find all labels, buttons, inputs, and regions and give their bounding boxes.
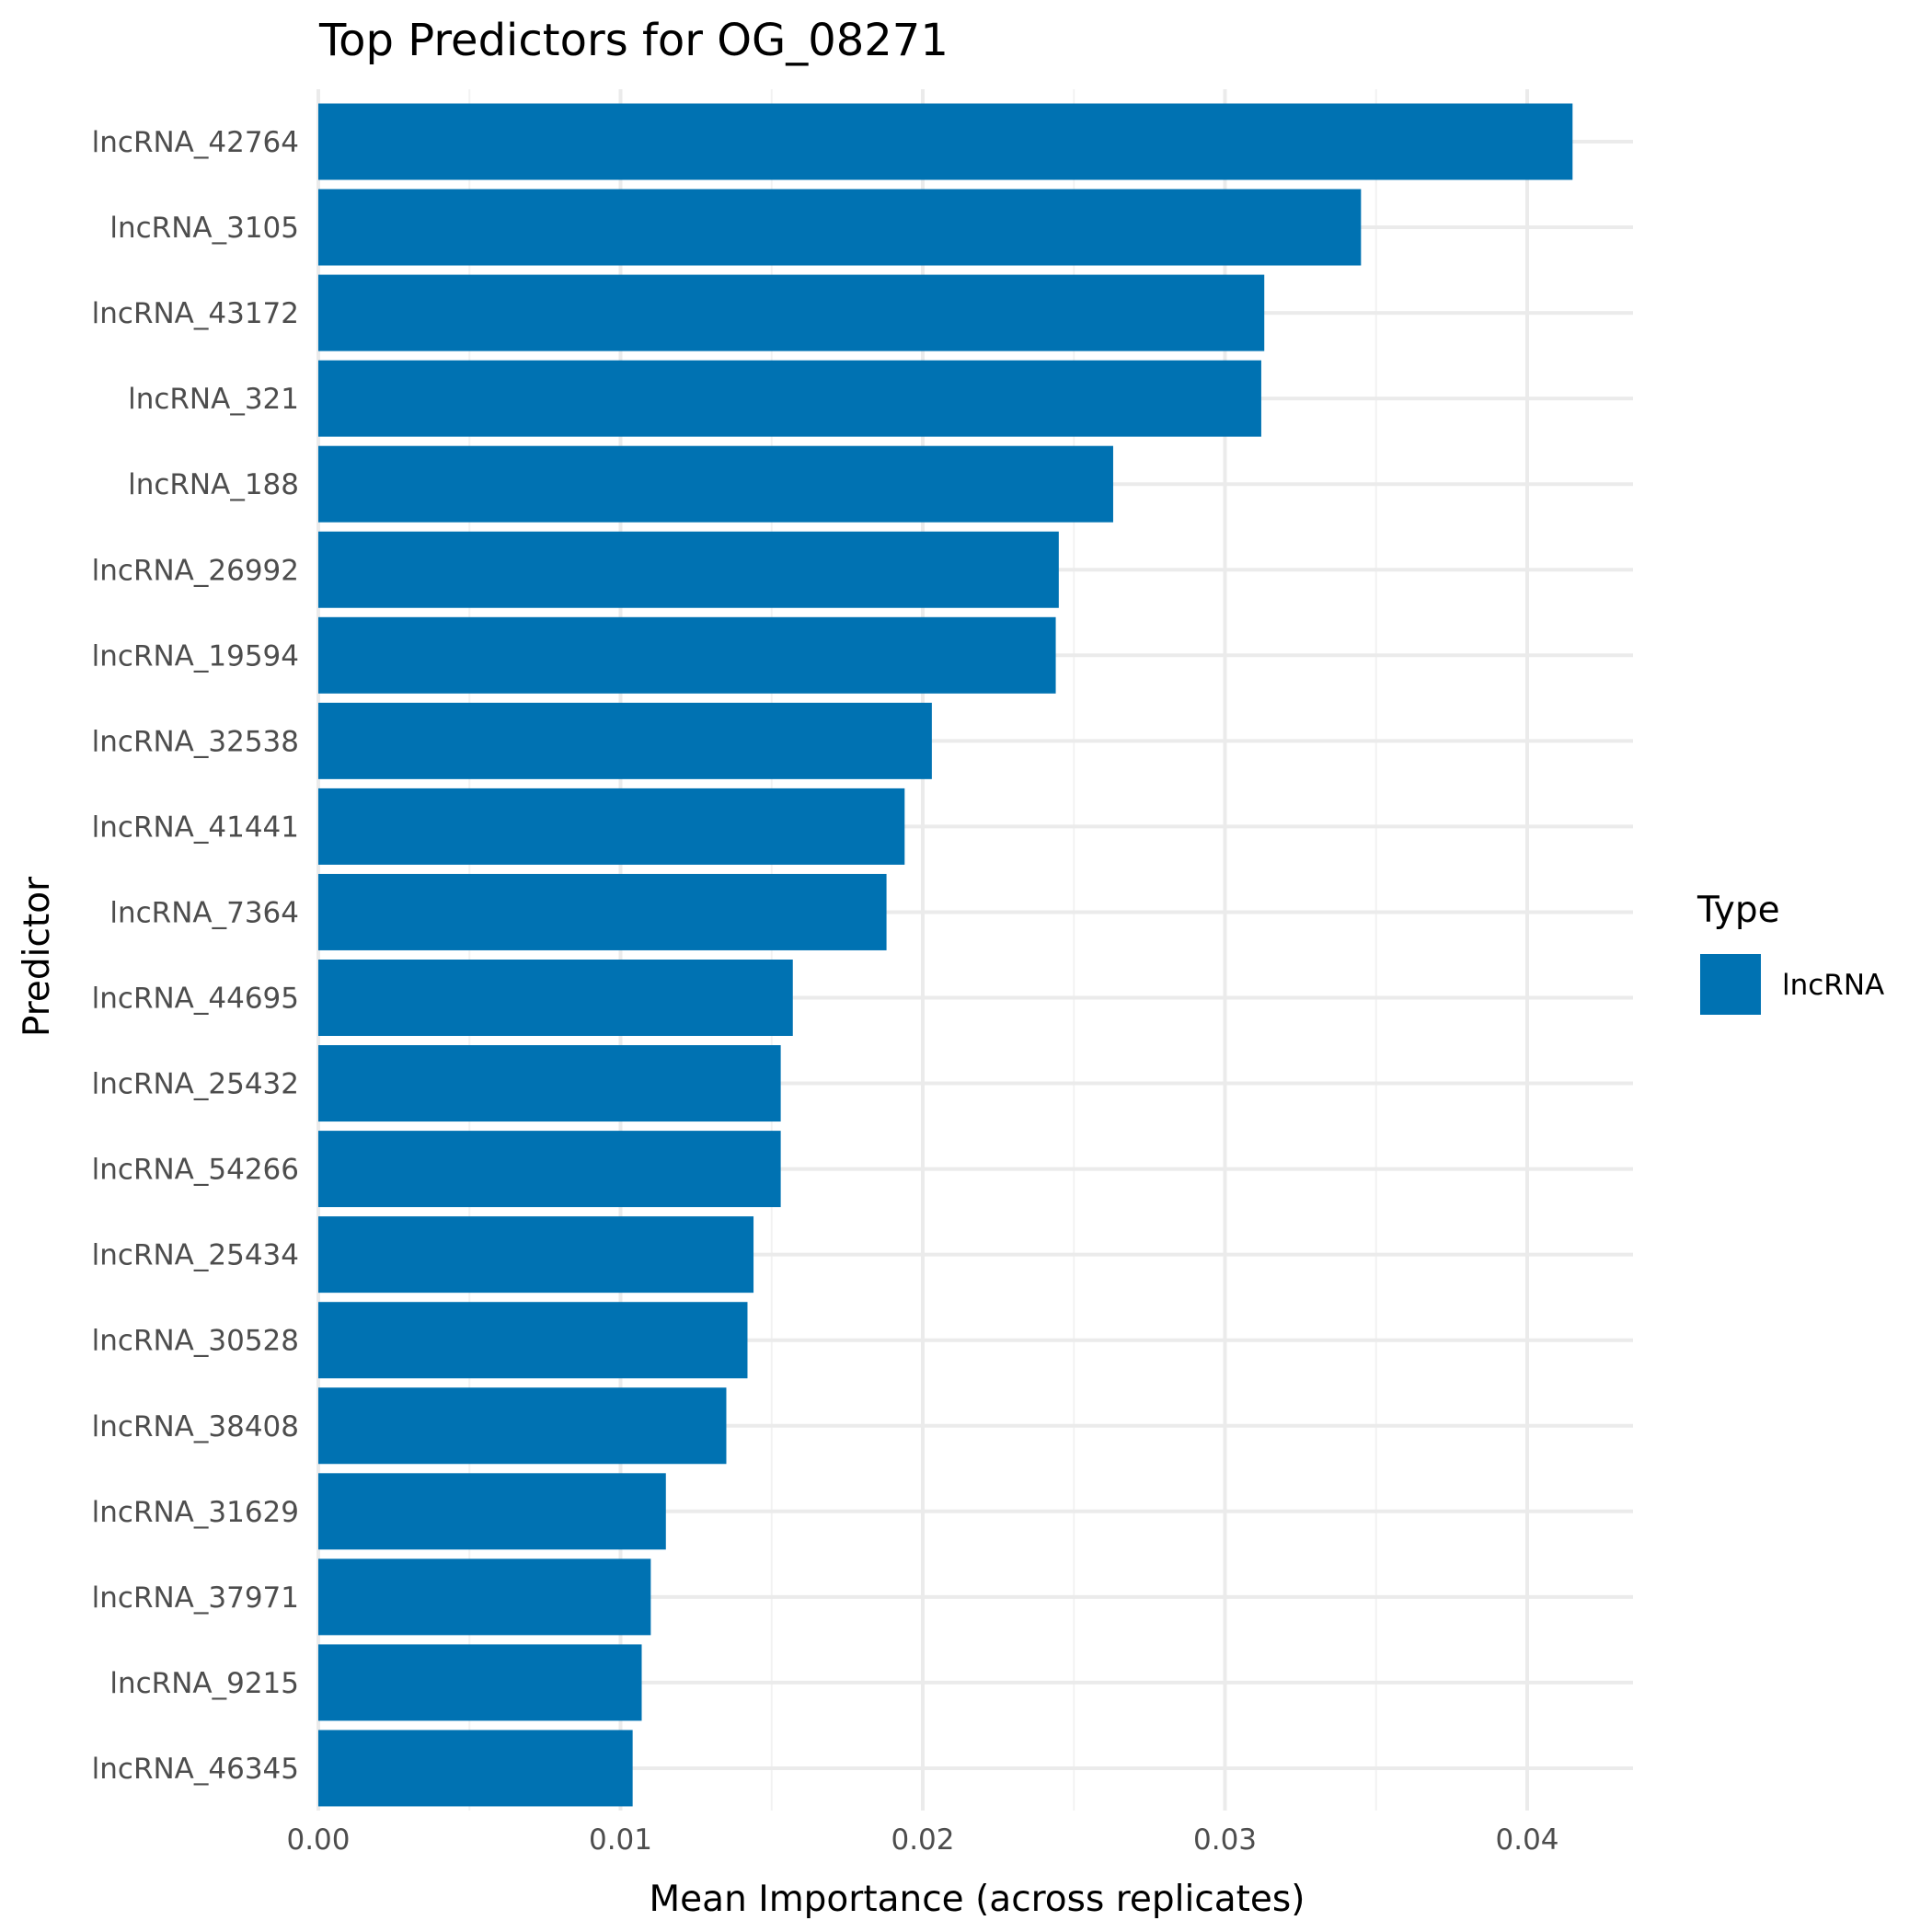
y-tick-label: lncRNA_38408 (92, 1410, 299, 1443)
bar-lncrna-43172 (318, 274, 1265, 351)
bar-lncrna-321 (318, 360, 1261, 437)
bar-lncrna-41441 (318, 788, 905, 865)
x-tick-label: 0.03 (1193, 1823, 1257, 1857)
y-tick-label: lncRNA_321 (128, 383, 299, 416)
bar-lncrna-3105 (318, 189, 1362, 266)
bar-lncrna-25434 (318, 1216, 754, 1294)
bar-lncrna-38408 (318, 1387, 727, 1465)
y-tick-label: lncRNA_30528 (92, 1325, 299, 1358)
y-tick-label: lncRNA_3105 (109, 212, 299, 245)
bar-lncrna-44695 (318, 960, 793, 1036)
x-axis-ticks: 0.00 0.01 0.02 0.03 0.04 (286, 1823, 1558, 1857)
y-tick-label: lncRNA_43172 (92, 297, 299, 330)
y-tick-label: lncRNA_7364 (109, 896, 299, 929)
y-tick-label: lncRNA_188 (128, 468, 299, 501)
bar-lncrna-32538 (318, 702, 932, 779)
y-tick-label: lncRNA_25434 (92, 1239, 299, 1272)
chart-title: Top Predictors for OG_08271 (318, 15, 949, 66)
bar-lncrna-54266 (318, 1131, 781, 1208)
legend-swatch-lncrna (1700, 954, 1761, 1015)
y-tick-label: lncRNA_26992 (92, 554, 299, 587)
bar-lncrna-30528 (318, 1302, 748, 1379)
bar-lncrna-9215 (318, 1644, 642, 1721)
y-tick-label: lncRNA_32538 (92, 725, 299, 758)
x-tick-label: 0.00 (286, 1823, 350, 1857)
y-tick-label: lncRNA_54266 (92, 1154, 299, 1187)
legend-label-lncrna: lncRNA (1782, 969, 1884, 1002)
bar-lncrna-26992 (318, 531, 1059, 608)
y-tick-label: lncRNA_41441 (92, 811, 299, 844)
x-tick-label: 0.01 (589, 1823, 652, 1857)
bar-lncrna-7364 (318, 873, 887, 950)
y-tick-label: lncRNA_25432 (92, 1068, 299, 1101)
y-tick-label: lncRNA_44695 (92, 983, 299, 1016)
x-axis-title: Mean Importance (across replicates) (650, 1879, 1305, 1920)
y-tick-label: lncRNA_37971 (92, 1581, 299, 1615)
bar-lncrna-31629 (318, 1473, 666, 1550)
y-tick-label: lncRNA_46345 (92, 1753, 299, 1786)
y-axis-ticks: lncRNA_42764 lncRNA_3105 lncRNA_43172 lncRN… (92, 126, 299, 1786)
bar-lncrna-46345 (318, 1730, 633, 1807)
y-axis-title: Predictor (17, 876, 58, 1037)
x-tick-label: 0.04 (1496, 1823, 1559, 1857)
legend: Type lncRNA (1696, 890, 1884, 1015)
y-tick-label: lncRNA_42764 (92, 126, 299, 159)
bar-lncrna-42764 (318, 103, 1573, 180)
bar-lncrna-19594 (318, 616, 1056, 694)
bar-lncrna-188 (318, 445, 1113, 523)
legend-title: Type (1696, 890, 1780, 931)
bars (318, 103, 1573, 1807)
bar-lncrna-37971 (318, 1558, 651, 1636)
x-tick-label: 0.02 (891, 1823, 954, 1857)
y-tick-label: lncRNA_9215 (109, 1667, 299, 1700)
bar-lncrna-25432 (318, 1045, 781, 1122)
y-tick-label: lncRNA_19594 (92, 639, 299, 673)
y-tick-label: lncRNA_31629 (92, 1496, 299, 1529)
